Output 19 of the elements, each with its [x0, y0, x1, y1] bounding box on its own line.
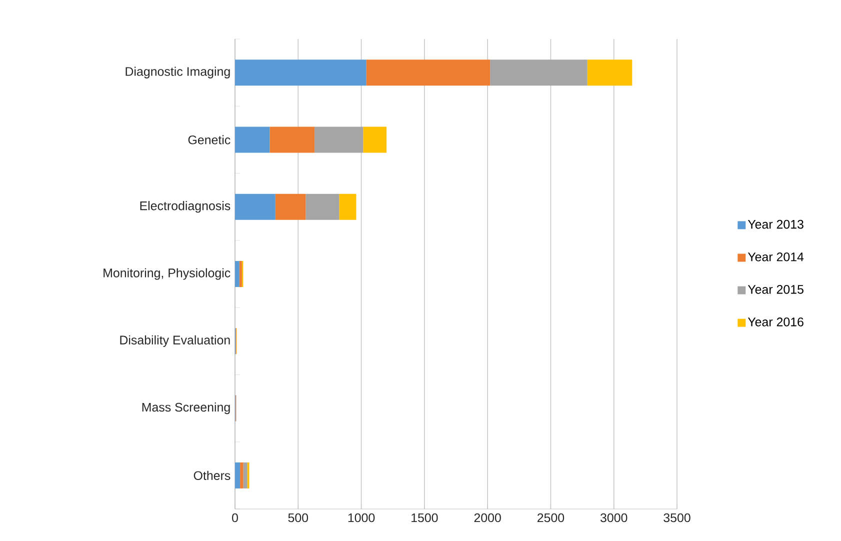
x-tick-label: 3500: [664, 513, 690, 522]
legend-label: Year 2014: [748, 252, 804, 262]
x-tick-label: 2500: [537, 513, 564, 522]
x-tick-label: 2000: [474, 513, 501, 522]
legend-label: Year 2013: [748, 220, 804, 229]
x-tick-label: 1000: [348, 513, 375, 522]
legend-label: Year 2016: [748, 318, 804, 326]
y-tick-label: Diagnostic Imaging: [126, 66, 230, 78]
y-tick-label: Disability Evaluation: [120, 335, 230, 347]
y-tick-label: Electrodiagnosis: [140, 201, 230, 213]
x-tick-label: 3000: [600, 513, 628, 522]
y-tick-label: Genetic: [188, 135, 230, 144]
y-tick-label: Mass Screening: [142, 402, 230, 414]
x-tick-label: 500: [288, 513, 308, 522]
legend-label: Year 2015: [748, 285, 804, 294]
y-tick-label: Monitoring, Physiologic: [104, 268, 230, 280]
x-tick-label: 1500: [412, 513, 438, 522]
y-tick-label: Others: [194, 470, 230, 480]
x-tick-label: 0: [232, 513, 238, 522]
